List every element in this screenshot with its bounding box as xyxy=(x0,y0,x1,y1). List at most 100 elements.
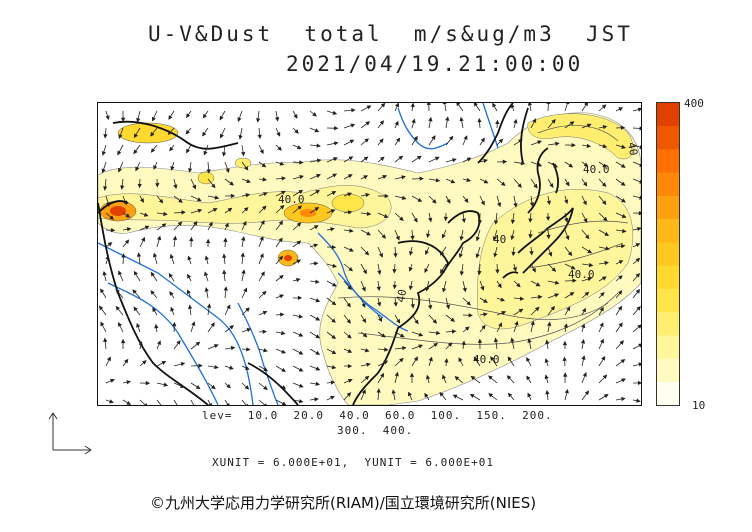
wind-vector xyxy=(564,103,568,112)
wind-vector-head xyxy=(230,345,236,351)
wind-vector-head xyxy=(513,202,518,208)
wind-vector-head xyxy=(297,205,303,210)
wind-vector-head xyxy=(466,157,472,162)
wind-vector-head xyxy=(177,221,183,227)
wind-vector-head xyxy=(191,321,196,326)
contour-label: 40 xyxy=(625,141,640,156)
wind-vector-head xyxy=(351,108,356,113)
wind-vector-head xyxy=(407,391,412,397)
wind-vector-head xyxy=(512,266,518,272)
wind-vector-head xyxy=(413,356,418,362)
wind-vector-head xyxy=(381,234,387,239)
wind-vector-head xyxy=(315,298,321,303)
wind-vector-head xyxy=(208,221,213,227)
contour-label: 40.0 xyxy=(473,353,500,366)
wind-vector-head xyxy=(428,356,433,362)
wind-vector-head xyxy=(246,347,251,352)
wind-vector-head xyxy=(534,306,540,312)
wind-vector-head xyxy=(246,328,252,333)
wind-vector-head xyxy=(170,306,175,312)
wind-vector-head xyxy=(408,267,413,272)
wind-vector-head xyxy=(459,116,464,122)
wind-vector-head xyxy=(295,277,301,283)
wind-vector-head xyxy=(195,385,201,390)
wind-vector-head xyxy=(100,321,105,327)
wind-vector-head xyxy=(259,149,264,155)
wind-vector-head xyxy=(150,271,155,277)
wind-vector-head xyxy=(211,183,216,189)
wind-vector xyxy=(632,127,641,129)
wind-vector-head xyxy=(256,118,261,123)
wind-vector xyxy=(258,399,266,405)
wind-vector-head xyxy=(392,269,397,274)
wind-vector xyxy=(632,144,641,148)
wind-vector-head xyxy=(488,393,494,398)
wind-vector-head xyxy=(520,161,526,166)
map-title: U-V&Dust total m/s&ug/m3 JST xyxy=(148,22,633,46)
wind-vector-head xyxy=(349,228,354,233)
wind-vector-head xyxy=(513,118,518,124)
wind-vector-head xyxy=(451,329,457,334)
wind-vector-head xyxy=(120,338,126,344)
dust-spot-c xyxy=(331,193,365,213)
wind-vector-head xyxy=(205,238,211,244)
wind-vector-head xyxy=(196,197,202,202)
wind-vector-head xyxy=(315,190,320,195)
wind-vector-head xyxy=(621,198,626,203)
wind-vector-head xyxy=(133,133,138,139)
wind-vector-head xyxy=(155,183,160,188)
wind-vector-head xyxy=(602,200,607,205)
wind-vector-head xyxy=(188,304,193,310)
wind-vector-head xyxy=(448,135,454,141)
wind-vector-head xyxy=(500,297,506,302)
wind-vector-head xyxy=(263,192,268,197)
wind-vector-head xyxy=(180,384,185,389)
wind-vector-head xyxy=(204,271,209,277)
wind-vector-head xyxy=(330,209,336,214)
wind-vector-head xyxy=(602,163,608,168)
wind-vector-head xyxy=(347,378,353,383)
wind-vector-head xyxy=(585,234,590,240)
wind-vector-head xyxy=(241,151,246,157)
wind-vector-head xyxy=(157,340,161,346)
wind-vector-head xyxy=(545,216,551,221)
wind-vector-head xyxy=(507,392,513,398)
wind-vector-head xyxy=(380,103,386,108)
wind-vector-head xyxy=(483,312,488,317)
wind-vector-head xyxy=(381,333,386,338)
wind-vector-head xyxy=(280,312,285,317)
wind-vector-head xyxy=(382,174,388,179)
wind-vector-head xyxy=(396,318,401,324)
wind-vector-head xyxy=(346,302,351,308)
wind-vector-head xyxy=(638,343,641,348)
wind-vector-head xyxy=(510,219,516,225)
wind-vector-head xyxy=(169,253,174,259)
wind-vector-head xyxy=(620,125,626,130)
wind-vector-head xyxy=(102,270,107,276)
wind-vector-head xyxy=(347,285,352,291)
wind-vector-head xyxy=(100,288,105,294)
wind-vector-head xyxy=(150,290,155,295)
wind-vector-head xyxy=(464,198,469,204)
copyright-notice: ©九州大学応用力学研究所(RIAM)/国立環境研究所(NIES) xyxy=(150,494,537,512)
wind-vector-head xyxy=(588,262,594,268)
wind-vector-head xyxy=(126,227,132,232)
wind-vector-head xyxy=(110,228,116,233)
wind-vector-head xyxy=(115,288,120,294)
wind-vector-head xyxy=(366,105,372,110)
wind-vector-layer xyxy=(98,103,641,405)
wind-vector-head xyxy=(163,382,169,387)
wind-vector-head xyxy=(222,253,227,258)
wind-vector-head xyxy=(395,235,400,241)
wind-vector-head xyxy=(176,340,181,345)
wind-vector-head xyxy=(565,103,570,105)
wind-vector-head xyxy=(459,271,464,276)
wind-vector-head xyxy=(296,145,302,150)
wind-vector-head xyxy=(586,143,592,148)
wind-vector-head xyxy=(456,103,461,107)
wind-vector-head xyxy=(468,313,473,318)
wind-vector-head xyxy=(219,133,224,139)
wind-vector-head xyxy=(445,116,450,121)
wind-vector-head xyxy=(210,322,215,328)
wind-vector-head xyxy=(531,267,536,273)
